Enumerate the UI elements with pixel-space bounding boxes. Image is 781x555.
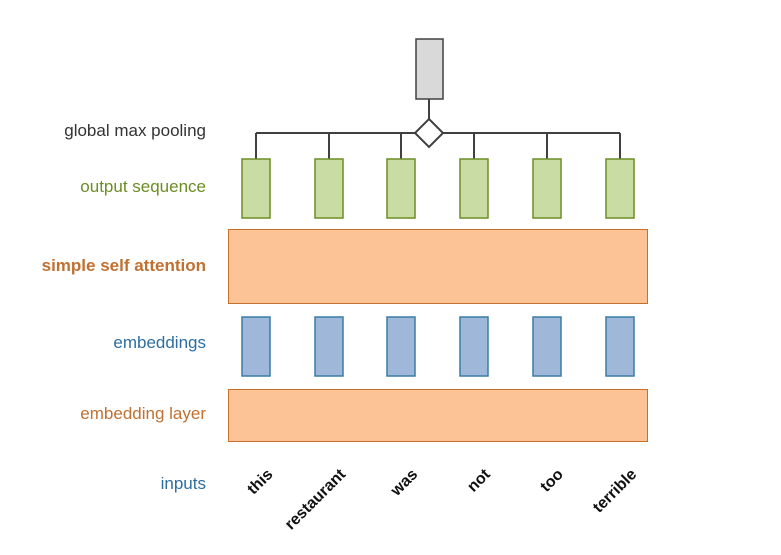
output-box-restaurant bbox=[314, 158, 344, 219]
embedding-box-terrible bbox=[605, 316, 635, 377]
embedding-box-was bbox=[386, 316, 416, 377]
embedding-box-this bbox=[241, 316, 271, 377]
inputs-label: inputs bbox=[160, 474, 206, 493]
embeddings-group bbox=[241, 316, 635, 377]
embeddings-label: embeddings bbox=[113, 333, 206, 352]
output-box-was bbox=[386, 158, 416, 219]
pooled-output-box bbox=[415, 38, 444, 100]
output-box-this bbox=[241, 158, 271, 219]
output-sequence-group bbox=[241, 158, 635, 219]
simple-self-attention-label: simple self attention bbox=[41, 256, 206, 275]
max-pool-diamond bbox=[413, 117, 445, 149]
global-max-pooling-label: global max pooling bbox=[64, 121, 206, 140]
embedding-layer-block bbox=[228, 389, 648, 442]
output-box-too bbox=[532, 158, 562, 219]
embedding-box-restaurant bbox=[314, 316, 344, 377]
pooling-connector bbox=[255, 38, 621, 159]
output-box-not bbox=[459, 158, 489, 219]
output-box-terrible bbox=[605, 158, 635, 219]
output-sequence-label: output sequence bbox=[80, 177, 206, 196]
self-attention-block bbox=[228, 229, 648, 304]
embedding-box-too bbox=[532, 316, 562, 377]
embedding-layer-label: embedding layer bbox=[80, 404, 206, 423]
embedding-box-not bbox=[459, 316, 489, 377]
